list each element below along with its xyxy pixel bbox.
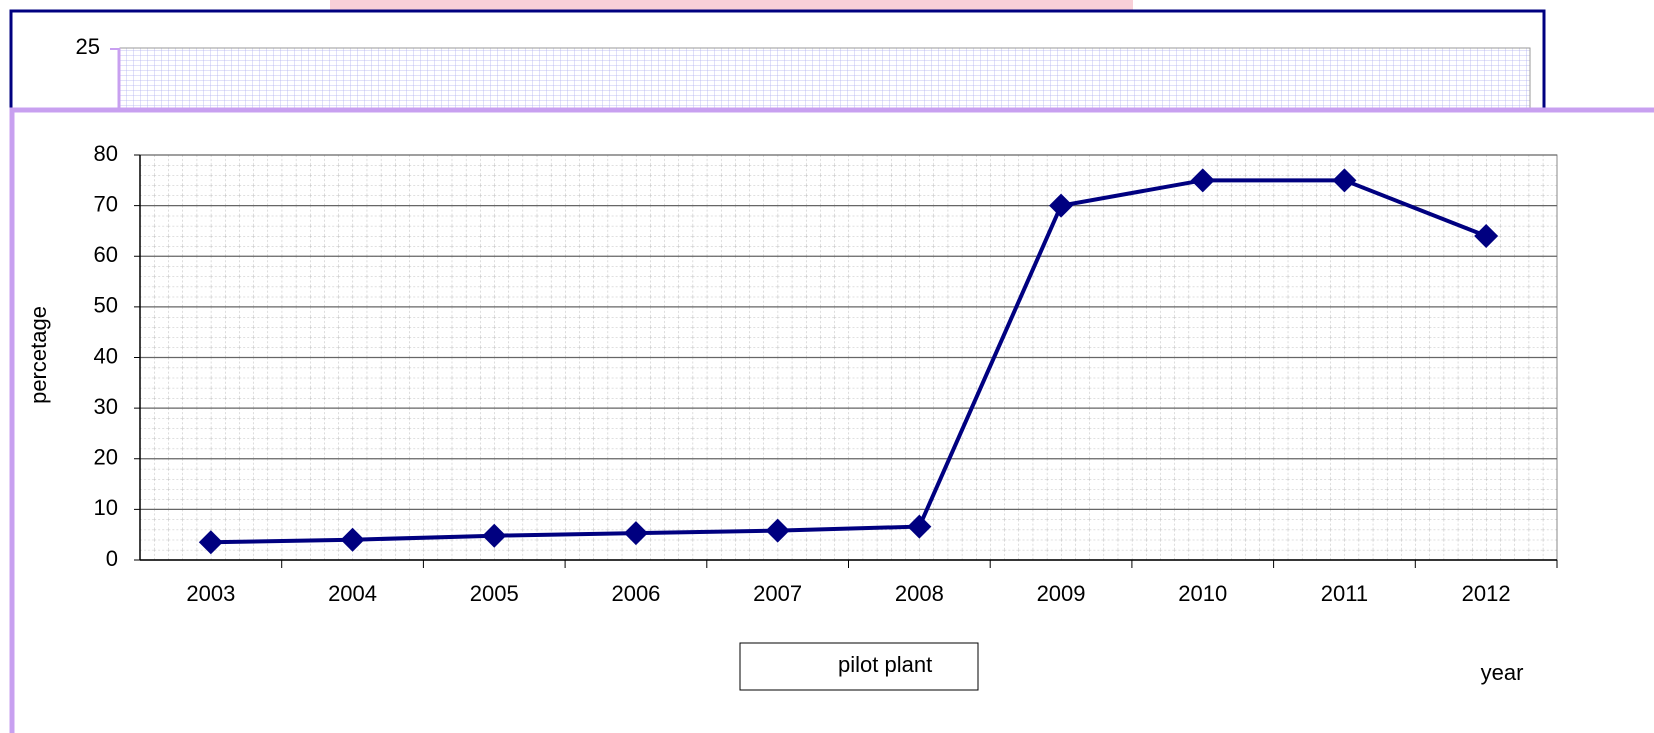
- legend: [739, 642, 979, 691]
- top-strip: [330, 0, 1133, 12]
- y-tick-label: 80: [94, 141, 118, 166]
- x-tick-label: 2005: [470, 581, 519, 606]
- y-tick-label: 50: [94, 293, 118, 318]
- y-axis-label: percetage: [26, 306, 51, 404]
- x-tick-label: 2010: [1178, 581, 1227, 606]
- legend-label: pilot plant: [838, 652, 932, 677]
- marker: [765, 518, 790, 543]
- marker: [340, 527, 365, 552]
- y-tick-label: 70: [94, 191, 118, 216]
- x-axis-label: year: [1481, 660, 1524, 685]
- marker: [1190, 168, 1215, 193]
- y-tick-label: 60: [94, 242, 118, 267]
- y-tick-label: 40: [94, 343, 118, 368]
- marker: [198, 530, 223, 555]
- x-tick-label: 2006: [611, 581, 660, 606]
- x-tick-label: 2009: [1037, 581, 1086, 606]
- marker: [907, 514, 932, 539]
- y-tick-label: 10: [94, 495, 118, 520]
- x-tick-label: 2007: [753, 581, 802, 606]
- marker: [482, 523, 507, 548]
- y-tick-label: 30: [94, 394, 118, 419]
- series-line: [210, 178, 1487, 545]
- marker: [1049, 193, 1074, 218]
- x-tick-label: 2003: [186, 581, 235, 606]
- back-y-tick-label: 25: [76, 34, 100, 59]
- y-tick-label: 0: [106, 546, 118, 571]
- x-tick-label: 2011: [1321, 581, 1368, 606]
- marker: [623, 521, 648, 546]
- y-tick-label: 20: [94, 445, 118, 470]
- back-plot: [119, 47, 1531, 109]
- x-tick-label: 2004: [328, 581, 377, 606]
- marker: [1474, 224, 1499, 248]
- marker: [1332, 168, 1357, 193]
- front-border: [9, 107, 1654, 733]
- x-tick-label: 2012: [1462, 581, 1511, 606]
- x-tick-label: 2008: [895, 581, 944, 606]
